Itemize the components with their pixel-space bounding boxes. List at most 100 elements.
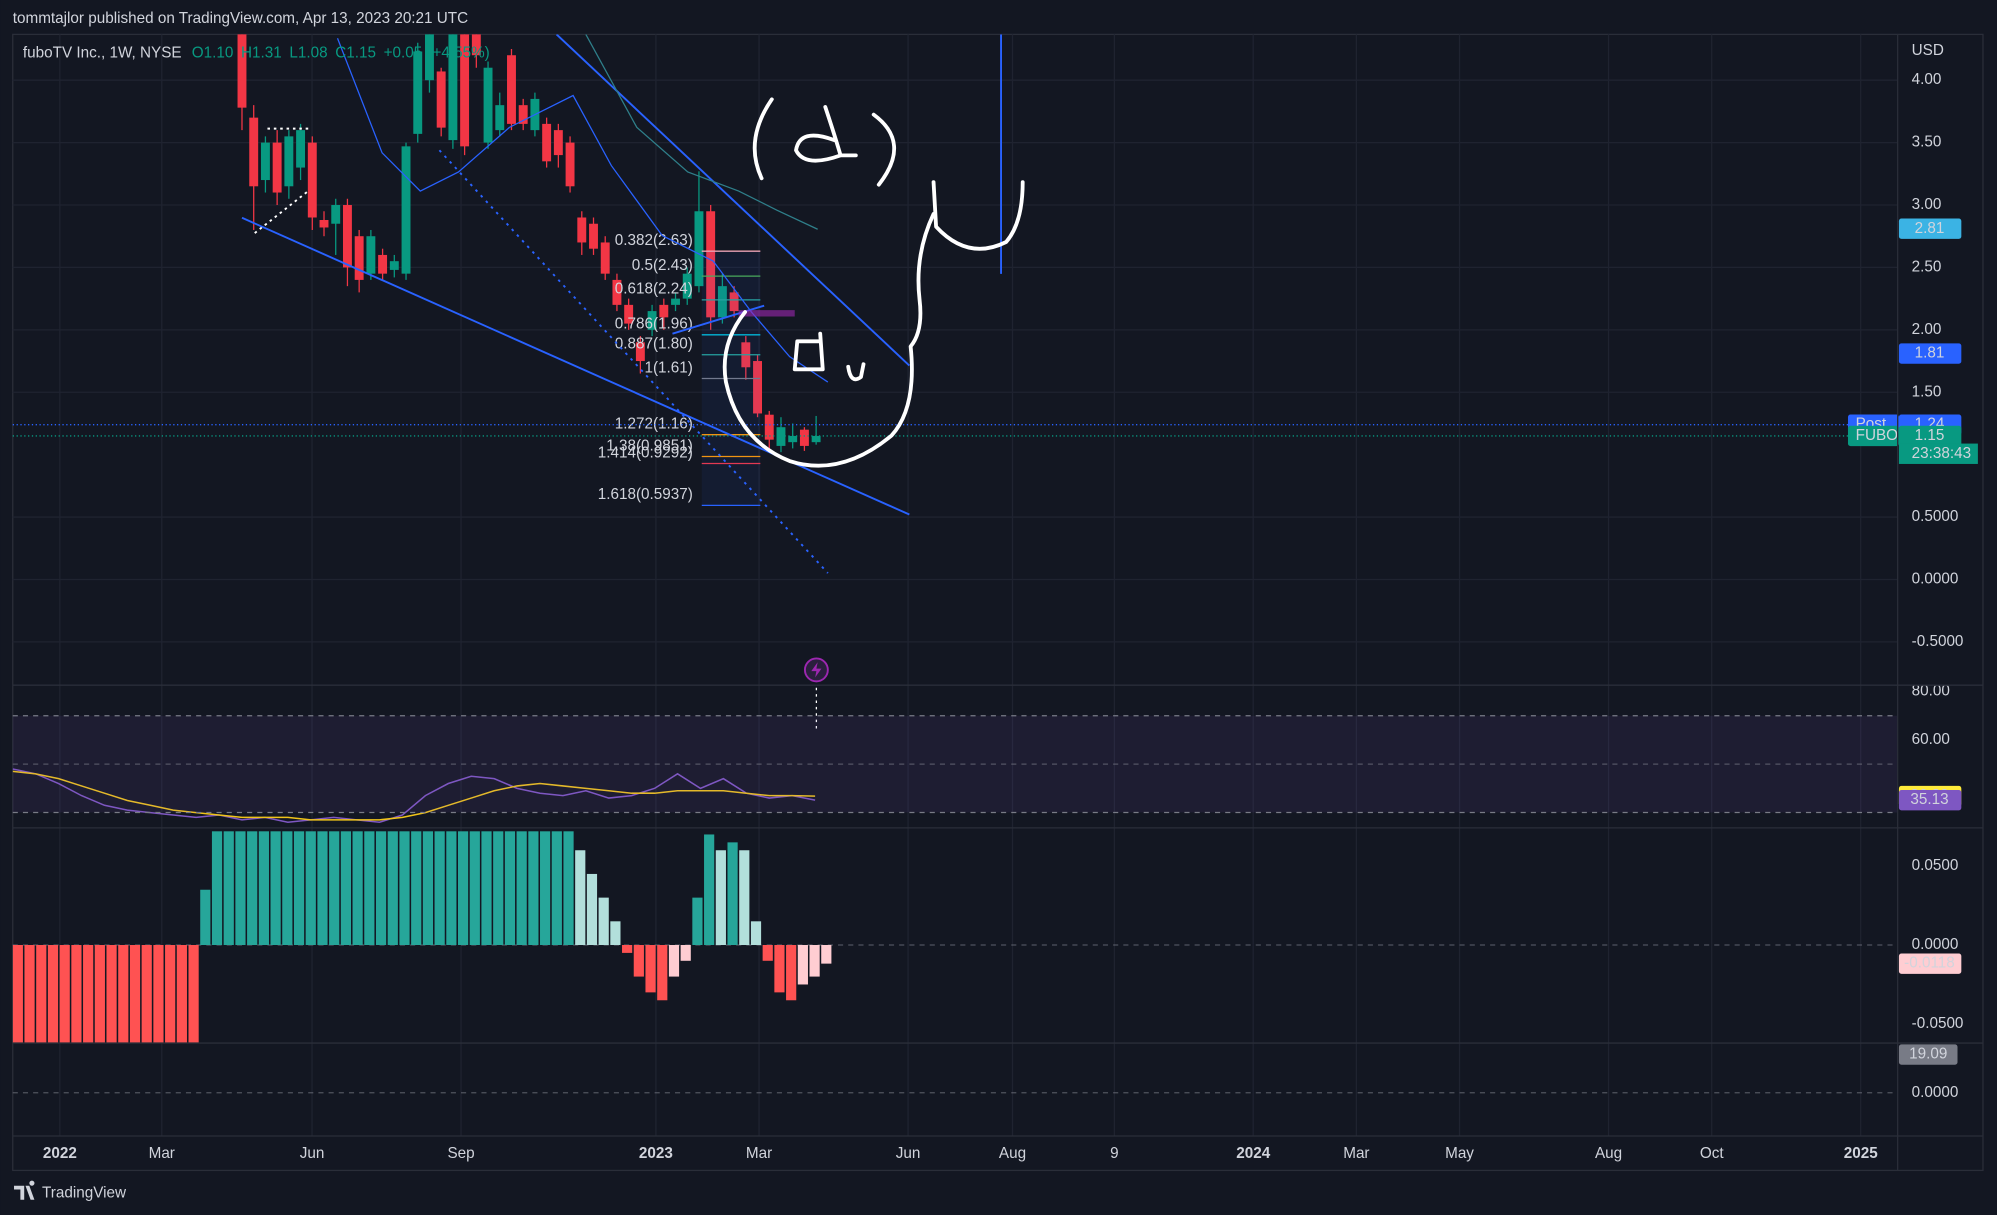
histogram-bar [411, 831, 422, 946]
candle-body [729, 292, 739, 312]
candle-body [413, 51, 423, 134]
trend-line [555, 34, 911, 367]
histogram-bar [563, 831, 574, 946]
histogram-bar [270, 831, 281, 946]
candle-body [260, 142, 270, 181]
candle-body [788, 435, 798, 443]
ink [752, 97, 774, 181]
histogram-bar [24, 945, 35, 1043]
logo: TradingView [14, 1180, 127, 1201]
legend-open: O1.10 [192, 45, 234, 62]
candle-body [624, 304, 634, 324]
candle-body [553, 130, 563, 156]
histogram-bar [118, 945, 129, 1043]
x-tick-label: 2022 [43, 1145, 77, 1162]
y-tick-label: 60.00 [1912, 731, 1950, 748]
x-tick-label: 2024 [1236, 1145, 1270, 1162]
histogram-bar [622, 945, 633, 953]
candle-body [436, 71, 446, 128]
histogram-bar [422, 831, 434, 946]
candle-body [237, 34, 247, 108]
candle-body [471, 34, 481, 56]
histogram-bar [633, 945, 644, 977]
y-tick-label: 3.50 [1912, 134, 1942, 151]
legend-symbol: fuboTV Inc., 1W, NYSE [23, 45, 182, 62]
candle-body [249, 117, 259, 187]
logo-mark [14, 1180, 35, 1200]
header: tommtajlor published on TradingView.com,… [13, 10, 468, 27]
histogram-bar [668, 945, 680, 977]
histogram-bar [715, 850, 726, 946]
fib-label: 1(1.61) [644, 359, 692, 376]
candle-body [272, 142, 282, 193]
badge [1898, 1044, 1958, 1065]
legend-close: C1.15 [335, 45, 376, 62]
time-grid [59, 34, 1862, 1137]
histogram-bar [692, 897, 703, 946]
y-tick-label: 0.0000 [1912, 570, 1959, 587]
candle-body [342, 205, 352, 268]
candle-body [811, 435, 821, 443]
histogram-bar [200, 889, 211, 946]
price-tag [1847, 425, 1899, 447]
histogram-bar [598, 897, 609, 946]
fib-label: 1.618(0.5937) [598, 486, 693, 503]
alert-bolt [811, 662, 822, 678]
ink [792, 331, 825, 372]
histogram-bar [434, 831, 445, 946]
histogram-bar [446, 831, 457, 946]
histogram-bar [247, 831, 258, 946]
candle-body [296, 130, 306, 168]
ink [846, 362, 866, 382]
candle-body [694, 211, 704, 287]
x-tick-label: Aug [999, 1145, 1026, 1162]
candle-body [448, 34, 458, 141]
candle-body [647, 311, 657, 330]
histogram-bar [282, 831, 293, 946]
histogram-bar [750, 921, 762, 946]
y-tick-label: 4.00 [1912, 71, 1942, 88]
histogram-bar [106, 945, 117, 1043]
histogram-bar [47, 945, 59, 1043]
price-tag-label: FUBO [1856, 427, 1899, 444]
candle-body [764, 414, 774, 440]
price-badge-label: 2.81 [1915, 220, 1945, 237]
histogram-bar [293, 831, 305, 946]
candle-body [589, 223, 598, 249]
histogram-bar [129, 945, 141, 1043]
fib-label: 0.5(2.43) [632, 257, 693, 274]
histogram-bar [516, 831, 527, 946]
histogram-bar [762, 945, 773, 961]
histogram-bar [399, 831, 410, 946]
histogram-bar [809, 945, 820, 977]
price-badge [1898, 425, 1962, 447]
candle-body [717, 286, 727, 318]
fib-label: 0.786(1.96) [615, 316, 693, 333]
x-tick-label: Mar [1343, 1145, 1369, 1162]
candle-body [354, 236, 364, 280]
y-tick-label: 2.00 [1912, 321, 1942, 338]
moving-average [585, 34, 818, 230]
candle-body [366, 236, 376, 274]
candle-body [425, 34, 434, 81]
legend-high: H1.31 [241, 45, 282, 62]
price-badge-label: 35.13 [1910, 791, 1948, 808]
histogram-bar [610, 921, 621, 946]
y-tick-label: -0.5000 [1912, 633, 1964, 650]
histogram-bar [481, 831, 492, 946]
candle-body [542, 123, 552, 162]
candle-body [483, 67, 493, 143]
x-tick-label: May [1445, 1145, 1474, 1162]
histogram-bar [551, 831, 562, 946]
x-tick-label: 2023 [639, 1145, 673, 1162]
fib-label: 0.382(2.63) [615, 232, 693, 249]
dotted-line [254, 190, 309, 234]
legend-change: +0.05 [384, 45, 423, 62]
fib-zone [701, 250, 761, 506]
currency: USD [1912, 42, 1944, 59]
fib-label: 1.272(1.16) [615, 416, 693, 433]
price-badge [1898, 218, 1962, 239]
countdown-badge [1898, 443, 1978, 464]
